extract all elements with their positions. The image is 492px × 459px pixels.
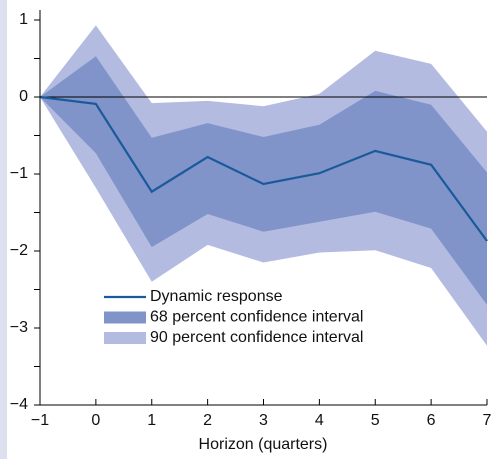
x-tick-label: 6 (427, 412, 436, 429)
x-tick-label: 3 (259, 412, 268, 429)
legend-swatch (104, 311, 146, 324)
y-tick-label: −1 (10, 165, 28, 182)
x-tick-label: 4 (315, 412, 324, 429)
y-tick-label: −4 (10, 396, 28, 413)
y-tick-label: −2 (10, 242, 28, 259)
legend-label: 68 percent confidence interval (150, 309, 363, 326)
line (39, 95, 488, 242)
x-tick-label: 1 (147, 412, 156, 429)
legend-label: Dynamic response (150, 288, 283, 305)
y-tick-label: 1 (19, 11, 28, 28)
x-tick-label: 2 (203, 412, 212, 429)
x-tick-label: 5 (371, 412, 380, 429)
legend-label: 90 percent confidence interval (150, 329, 363, 346)
x-tick-label: −1 (31, 412, 49, 429)
confidence-band (40, 56, 487, 305)
y-tick-label: 0 (19, 88, 28, 105)
x-axis-title: Horizon (quarters) (199, 436, 328, 453)
side-strip (0, 0, 7, 459)
legend-swatch (104, 332, 146, 344)
x-tick-label: 0 (91, 412, 100, 429)
y-tick-label: −3 (10, 319, 28, 336)
x-tick-label: 7 (483, 412, 492, 429)
